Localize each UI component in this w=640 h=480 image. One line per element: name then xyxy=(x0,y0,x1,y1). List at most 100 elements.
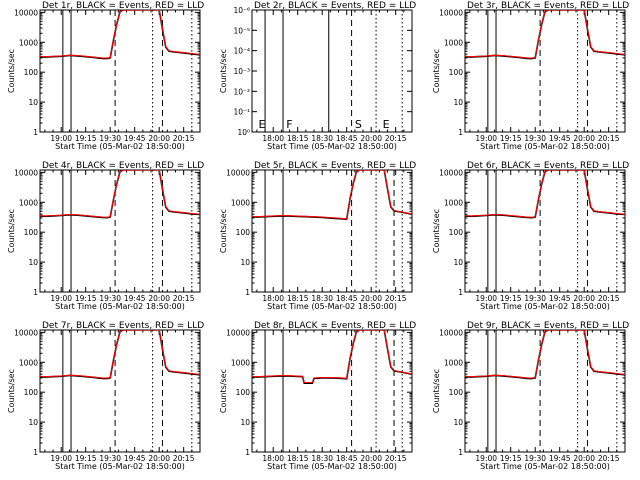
x-tick-label: 18:30 xyxy=(311,134,333,143)
x-tick-label: 19:00 xyxy=(475,294,497,303)
y-axis-label: Counts/sec xyxy=(432,369,441,413)
x-tick-label: 20:15 xyxy=(598,454,620,463)
lld-series-line xyxy=(40,10,200,59)
x-axis-label: Start Time (05-Mar-02 18:50:00) xyxy=(55,462,185,471)
y-tick-label: 100 xyxy=(24,228,39,237)
detector-panel-5: Det 5r, BLACK = Events, RED = LLD 1 10 100 1… xyxy=(219,161,416,311)
x-axis-label: Start Time (05-Mar-02 18:50:00) xyxy=(480,462,610,471)
detector-panel-3: Det 3r, BLACK = Events, RED = LLD 1 10 100 1… xyxy=(432,1,629,151)
y-tick-label: 10⁻³ xyxy=(233,67,250,76)
segment-marker-label: F xyxy=(286,118,292,131)
y-tick-label: 1 xyxy=(33,288,38,297)
y-tick-label: 10 xyxy=(453,418,463,427)
y-tick-label: 1 xyxy=(458,448,463,457)
plot-frame xyxy=(251,169,413,293)
y-tick-label: 10 xyxy=(453,258,463,267)
events-series-line xyxy=(465,170,625,219)
y-axis-label: Counts/sec xyxy=(7,49,16,93)
x-tick-label: 20:15 xyxy=(385,294,407,303)
x-tick-label: 20:00 xyxy=(573,134,595,143)
x-tick-label: 20:00 xyxy=(148,134,170,143)
y-tick-label: 10⁻⁴ xyxy=(233,47,250,56)
x-tick-label: 20:15 xyxy=(173,454,195,463)
plot-area xyxy=(252,330,412,452)
x-tick-label: 20:00 xyxy=(573,294,595,303)
x-tick-label: 19:15 xyxy=(500,134,522,143)
y-axis-label: Counts/sec xyxy=(219,209,228,253)
detector-panel-9: Det 9r, BLACK = Events, RED = LLD 1 10 100 1… xyxy=(432,321,629,471)
y-tick-label: 100 xyxy=(449,68,464,77)
x-tick-label: 18:00 xyxy=(262,294,284,303)
panel-title: Det 8r, BLACK = Events, RED = LLD xyxy=(254,321,416,331)
x-axis-label: Start Time (05-Mar-02 18:50:00) xyxy=(55,142,185,151)
x-tick-label: 19:45 xyxy=(549,454,571,463)
lld-series-line xyxy=(252,170,412,220)
y-tick-label: 10 xyxy=(240,418,250,427)
y-tick-label: 1000 xyxy=(19,38,38,47)
y-tick-label: 100 xyxy=(236,228,251,237)
y-tick-label: 1 xyxy=(33,448,38,457)
y-axis-label: Counts/sec xyxy=(432,209,441,253)
plot-area xyxy=(465,170,625,292)
x-tick-label: 18:30 xyxy=(311,454,333,463)
y-tick-label: 10000 xyxy=(226,168,250,177)
plot-frame xyxy=(39,329,201,453)
x-tick-label: 19:15 xyxy=(75,454,97,463)
y-axis-label: Counts/sec xyxy=(432,49,441,93)
panel-title: Det 6r, BLACK = Events, RED = LLD xyxy=(467,161,629,171)
panel-title: Det 2r, BLACK = Events, RED = LLD xyxy=(254,1,416,11)
y-tick-label: 1 xyxy=(245,288,250,297)
x-axis-label: Start Time (05-Mar-02 18:50:00) xyxy=(267,142,397,151)
y-tick-label: 100 xyxy=(449,388,464,397)
y-tick-label: 10000 xyxy=(14,168,38,177)
x-axis-label: Start Time (05-Mar-02 18:50:00) xyxy=(267,462,397,471)
y-tick-label: 10⁻² xyxy=(233,87,250,96)
x-tick-label: 18:15 xyxy=(287,134,309,143)
y-axis-label: Counts/sec xyxy=(219,49,228,93)
x-tick-label: 19:30 xyxy=(99,134,121,143)
x-axis-label: Start Time (05-Mar-02 18:50:00) xyxy=(55,302,185,311)
y-tick-label: 1000 xyxy=(444,38,463,47)
y-tick-label: 1000 xyxy=(444,198,463,207)
x-tick-label: 18:45 xyxy=(336,134,358,143)
plot-frame xyxy=(464,9,626,133)
panel-title: Det 9r, BLACK = Events, RED = LLD xyxy=(467,321,629,331)
y-tick-label: 10 xyxy=(240,258,250,267)
segment-marker-label: S xyxy=(355,118,362,131)
x-tick-label: 20:00 xyxy=(360,134,382,143)
x-tick-label: 20:15 xyxy=(598,294,620,303)
y-tick-label: 1 xyxy=(458,288,463,297)
detector-panel-6: Det 6r, BLACK = Events, RED = LLD 1 10 100 1… xyxy=(432,161,629,311)
panel-title: Det 7r, BLACK = Events, RED = LLD xyxy=(42,321,204,331)
x-tick-label: 20:00 xyxy=(360,454,382,463)
x-tick-label: 19:00 xyxy=(50,294,72,303)
x-tick-label: 19:45 xyxy=(124,134,146,143)
y-tick-label: 10000 xyxy=(439,8,463,17)
y-tick-label: 10⁻⁶ xyxy=(233,6,250,15)
x-tick-label: 20:00 xyxy=(360,294,382,303)
y-tick-label: 1000 xyxy=(444,358,463,367)
y-tick-label: 10 xyxy=(28,418,38,427)
plot-frame xyxy=(39,9,201,133)
y-tick-label: 1 xyxy=(33,128,38,137)
x-tick-label: 19:15 xyxy=(500,294,522,303)
y-tick-label: 10000 xyxy=(14,328,38,337)
lld-series-line xyxy=(465,10,625,59)
y-tick-label: 100 xyxy=(24,388,39,397)
panel-title: Det 5r, BLACK = Events, RED = LLD xyxy=(254,161,416,171)
plot-area xyxy=(40,330,200,452)
y-tick-label: 100 xyxy=(449,228,464,237)
y-tick-label: 10⁻¹ xyxy=(233,108,250,117)
x-tick-label: 19:15 xyxy=(75,134,97,143)
x-tick-label: 19:30 xyxy=(524,294,546,303)
lld-series-line xyxy=(252,330,412,384)
panel-title: Det 3r, BLACK = Events, RED = LLD xyxy=(467,1,629,11)
events-series-line xyxy=(40,170,200,219)
y-tick-label: 10000 xyxy=(226,328,250,337)
y-tick-label: 1000 xyxy=(19,198,38,207)
plot-frame xyxy=(464,329,626,453)
x-tick-label: 19:00 xyxy=(50,134,72,143)
y-axis-label: Counts/sec xyxy=(7,209,16,253)
x-tick-label: 19:30 xyxy=(524,134,546,143)
x-tick-label: 19:30 xyxy=(99,454,121,463)
